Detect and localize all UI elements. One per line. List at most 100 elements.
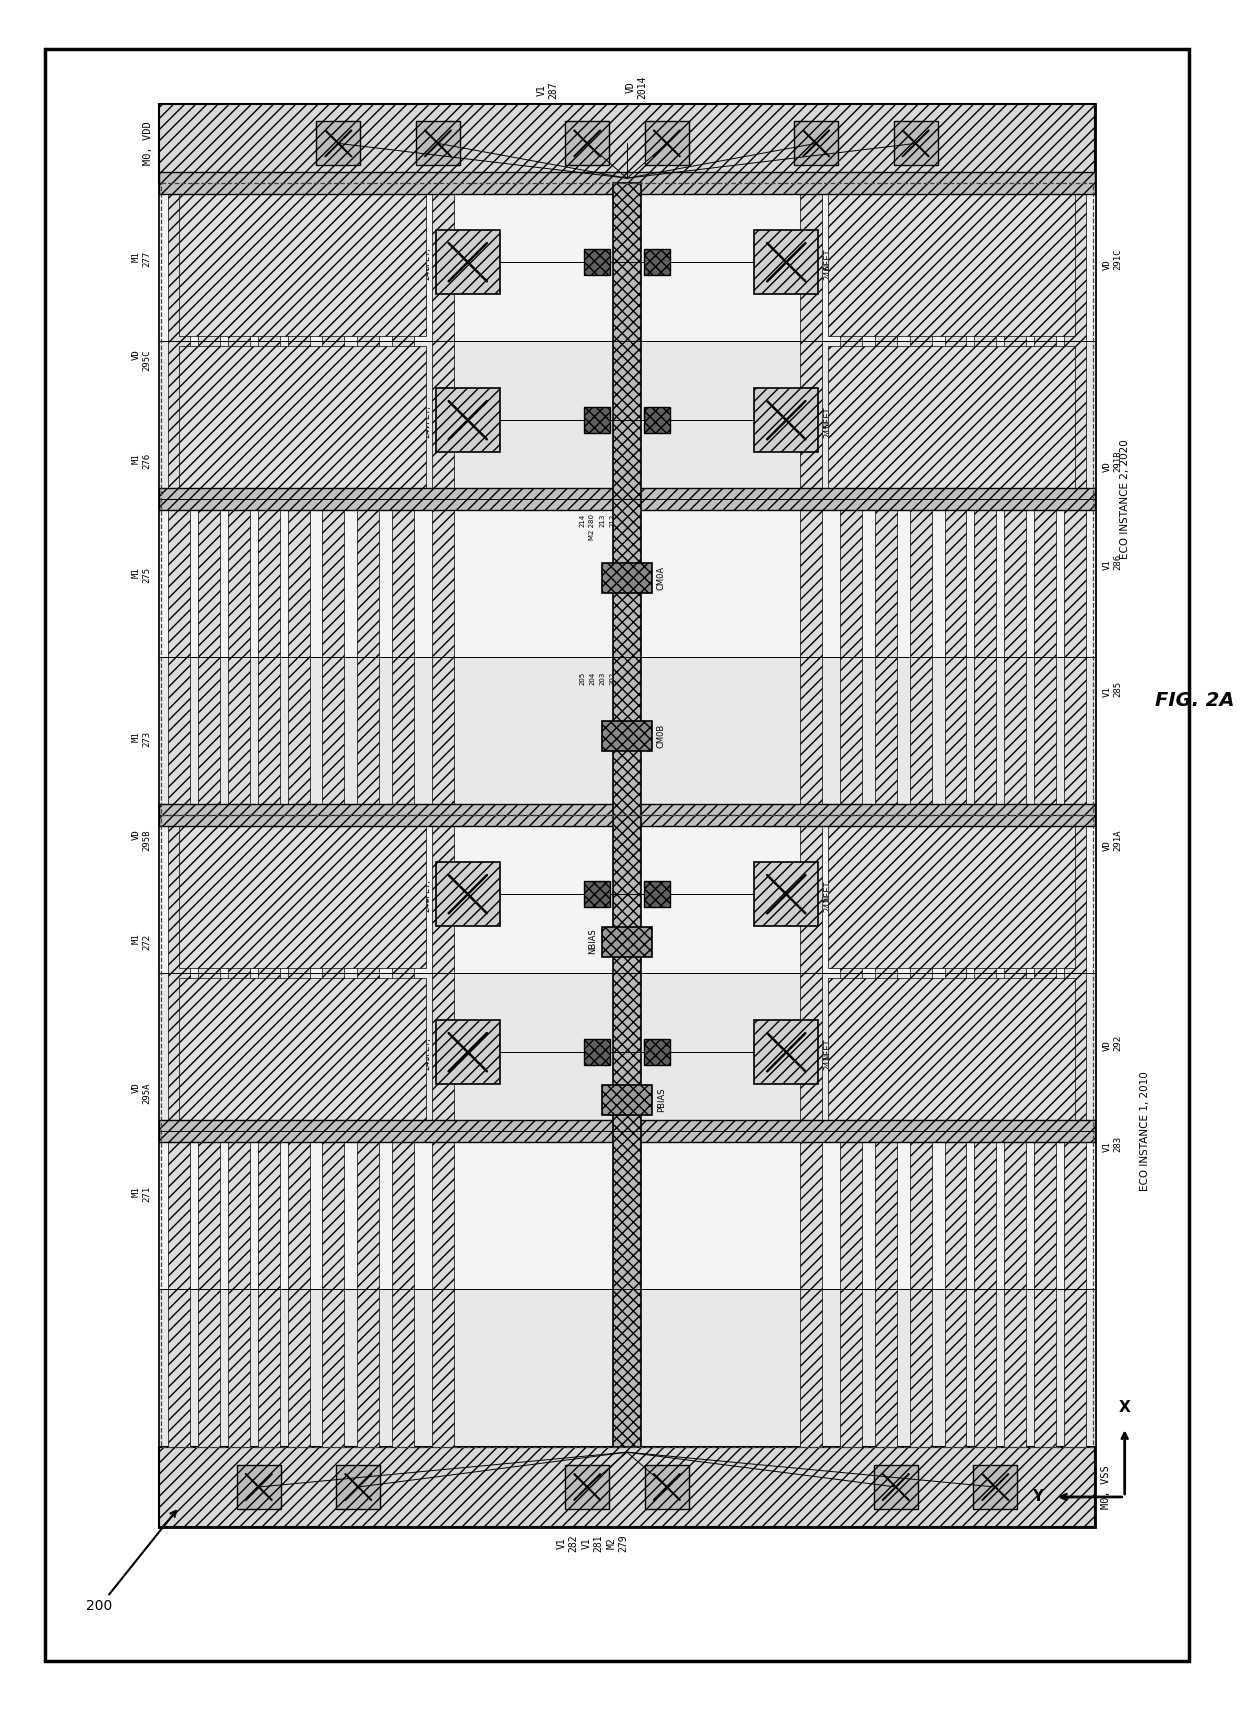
- Text: 246: 246: [823, 264, 832, 281]
- Bar: [1034, 183, 1056, 1447]
- Text: VD
292: VD 292: [1102, 1035, 1122, 1050]
- Text: V1
285: V1 285: [1102, 680, 1122, 697]
- Text: NFET,: NFET,: [823, 404, 832, 428]
- Bar: [603, 1084, 652, 1115]
- Bar: [198, 183, 219, 1447]
- Text: PFET,: PFET,: [422, 247, 432, 269]
- Text: 204: 204: [589, 671, 595, 685]
- Text: X: X: [1118, 1400, 1131, 1415]
- Text: PFET,: PFET,: [422, 879, 432, 901]
- Text: V1
282: V1 282: [557, 1535, 578, 1552]
- Bar: [228, 183, 249, 1447]
- Bar: [392, 183, 414, 1447]
- Bar: [161, 815, 1092, 1447]
- Text: 213: 213: [599, 514, 605, 528]
- Bar: [159, 488, 1095, 510]
- Text: NFET,: NFET,: [823, 1036, 832, 1060]
- Text: CM0A: CM0A: [657, 565, 666, 591]
- Bar: [828, 346, 1075, 495]
- Bar: [874, 1465, 918, 1509]
- Bar: [875, 183, 897, 1447]
- Text: 248: 248: [422, 264, 432, 281]
- Bar: [336, 1465, 381, 1509]
- Bar: [237, 1465, 280, 1509]
- Text: M1
272: M1 272: [131, 934, 151, 949]
- Bar: [179, 978, 427, 1125]
- Bar: [159, 1290, 1095, 1447]
- Bar: [894, 122, 937, 164]
- Bar: [754, 389, 818, 452]
- Bar: [584, 408, 610, 433]
- Text: M1
271: M1 271: [131, 1187, 151, 1203]
- Text: 243: 243: [422, 1053, 432, 1071]
- Text: VD
295B: VD 295B: [131, 829, 151, 851]
- Bar: [436, 1021, 500, 1084]
- Text: 203: 203: [599, 671, 605, 685]
- Text: 201: 201: [619, 671, 625, 685]
- Bar: [603, 721, 652, 750]
- Text: VD
291A: VD 291A: [1102, 829, 1122, 851]
- Bar: [436, 389, 500, 452]
- Bar: [159, 103, 1095, 1526]
- Bar: [795, 122, 838, 164]
- Text: V1
281: V1 281: [582, 1535, 603, 1552]
- Bar: [975, 183, 996, 1447]
- Bar: [159, 103, 1095, 183]
- Bar: [973, 1465, 1017, 1509]
- Bar: [584, 1040, 610, 1065]
- Bar: [754, 1021, 818, 1084]
- Bar: [159, 973, 1095, 1131]
- Text: M1
273: M1 273: [131, 731, 151, 747]
- Text: 247: 247: [422, 421, 432, 439]
- Bar: [436, 230, 500, 295]
- Bar: [357, 183, 379, 1447]
- Bar: [159, 1120, 1095, 1143]
- Bar: [754, 862, 818, 927]
- Bar: [169, 183, 190, 1447]
- Text: 205: 205: [579, 671, 585, 685]
- Text: 214: 214: [579, 514, 585, 528]
- Bar: [565, 122, 609, 164]
- Text: CM0B: CM0B: [657, 725, 666, 749]
- Bar: [603, 564, 652, 593]
- Bar: [603, 927, 652, 956]
- Bar: [644, 1040, 670, 1065]
- Bar: [839, 183, 862, 1447]
- Text: NBIAS: NBIAS: [588, 928, 598, 954]
- Text: 242: 242: [823, 896, 832, 911]
- Text: ECO INSTANCE 2, 2020: ECO INSTANCE 2, 2020: [1120, 439, 1130, 558]
- Bar: [828, 188, 1075, 336]
- Text: NFET,: NFET,: [823, 247, 832, 271]
- Bar: [613, 183, 641, 1447]
- Bar: [800, 183, 822, 1447]
- Bar: [644, 250, 670, 276]
- Bar: [159, 1131, 1095, 1290]
- Text: FIG. 2A: FIG. 2A: [1154, 692, 1234, 711]
- Bar: [644, 408, 670, 433]
- Text: M2 280: M2 280: [589, 514, 595, 540]
- Text: 202: 202: [609, 671, 615, 685]
- Bar: [159, 1447, 1095, 1526]
- Bar: [432, 183, 454, 1447]
- Text: M0, VSS: M0, VSS: [1101, 1465, 1111, 1509]
- Bar: [645, 122, 688, 164]
- Bar: [161, 183, 1092, 815]
- Bar: [828, 821, 1075, 968]
- Bar: [565, 1465, 609, 1509]
- Bar: [179, 821, 427, 968]
- Bar: [754, 230, 818, 295]
- Text: M2
279: M2 279: [606, 1535, 627, 1552]
- Bar: [258, 183, 280, 1447]
- Text: V1
283: V1 283: [1102, 1136, 1122, 1151]
- Bar: [288, 183, 310, 1447]
- Text: 245: 245: [823, 423, 832, 439]
- Bar: [322, 183, 345, 1447]
- Text: V1
287: V1 287: [537, 81, 558, 99]
- Bar: [179, 188, 427, 336]
- Text: M1
275: M1 275: [131, 567, 151, 582]
- Text: VD
291C: VD 291C: [1102, 248, 1122, 269]
- Text: 244: 244: [422, 896, 432, 911]
- Text: VD
291B: VD 291B: [1102, 451, 1122, 473]
- Bar: [316, 122, 361, 164]
- Bar: [159, 173, 1095, 194]
